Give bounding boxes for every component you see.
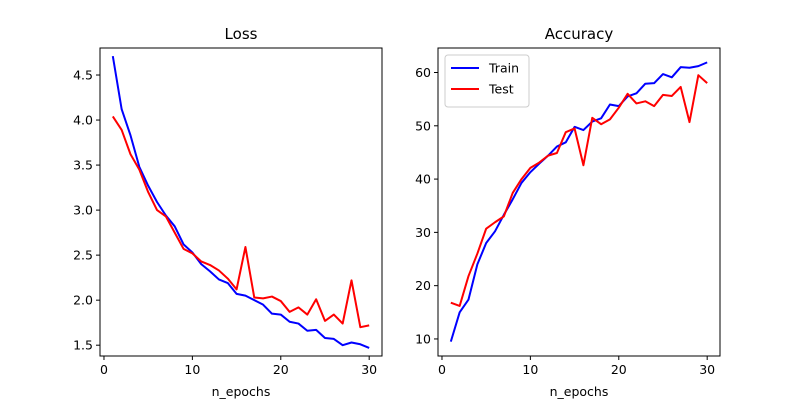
accuracy-x-tick-label: 0 <box>438 362 446 377</box>
loss-y-tick-label: 2.0 <box>73 293 93 308</box>
accuracy-x-axis-label: n_epochs <box>550 384 609 399</box>
accuracy-y-tick-label: 30 <box>415 225 431 240</box>
accuracy-test-line <box>450 74 708 307</box>
accuracy-y-tick-label: 10 <box>415 331 431 346</box>
loss-y-tick-label: 3.0 <box>73 203 93 218</box>
accuracy-y-tick-label: 60 <box>415 65 431 80</box>
accuracy-chart: 0 10 20 30 10 20 30 40 50 60 Accuracy n_epochs Train… <box>415 25 721 399</box>
accuracy-x-tick-label: 10 <box>522 362 538 377</box>
accuracy-legend-test-label: Test <box>488 82 514 97</box>
accuracy-y-tick-label: 20 <box>415 278 431 293</box>
loss-series-a-line <box>111 55 370 349</box>
loss-y-tick-label: 4.0 <box>73 113 93 128</box>
accuracy-train-line <box>449 61 708 342</box>
loss-chart-title: Loss <box>225 25 258 43</box>
loss-y-tick-label: 1.5 <box>73 338 93 353</box>
accuracy-legend-train-label: Train <box>488 61 519 76</box>
accuracy-y-tick-label: 50 <box>415 118 431 133</box>
accuracy-legend: Train Test <box>444 54 530 108</box>
loss-chart: 0 10 20 30 1.5 2.0 2.5 3.0 3.5 4.0 4.5 Loss n_epochs <box>73 25 383 399</box>
loss-x-tick-label: 10 <box>184 362 200 377</box>
accuracy-x-tick-label: 30 <box>699 362 715 377</box>
loss-y-tick-label: 2.5 <box>73 248 93 263</box>
loss-x-tick-label: 0 <box>100 362 108 377</box>
accuracy-y-tick-label: 40 <box>415 172 431 187</box>
accuracy-chart-title: Accuracy <box>545 25 614 43</box>
accuracy-axes-frame <box>437 47 721 357</box>
loss-y-tick-label: 4.5 <box>73 68 93 83</box>
loss-axes-frame <box>99 47 383 357</box>
loss-x-axis-label: n_epochs <box>212 384 271 399</box>
loss-y-tick-label: 3.5 <box>73 158 93 173</box>
loss-x-tick-label: 30 <box>361 362 377 377</box>
loss-x-tick-label: 20 <box>273 362 289 377</box>
loss-series-b-line <box>111 115 370 329</box>
accuracy-x-tick-label: 20 <box>611 362 627 377</box>
